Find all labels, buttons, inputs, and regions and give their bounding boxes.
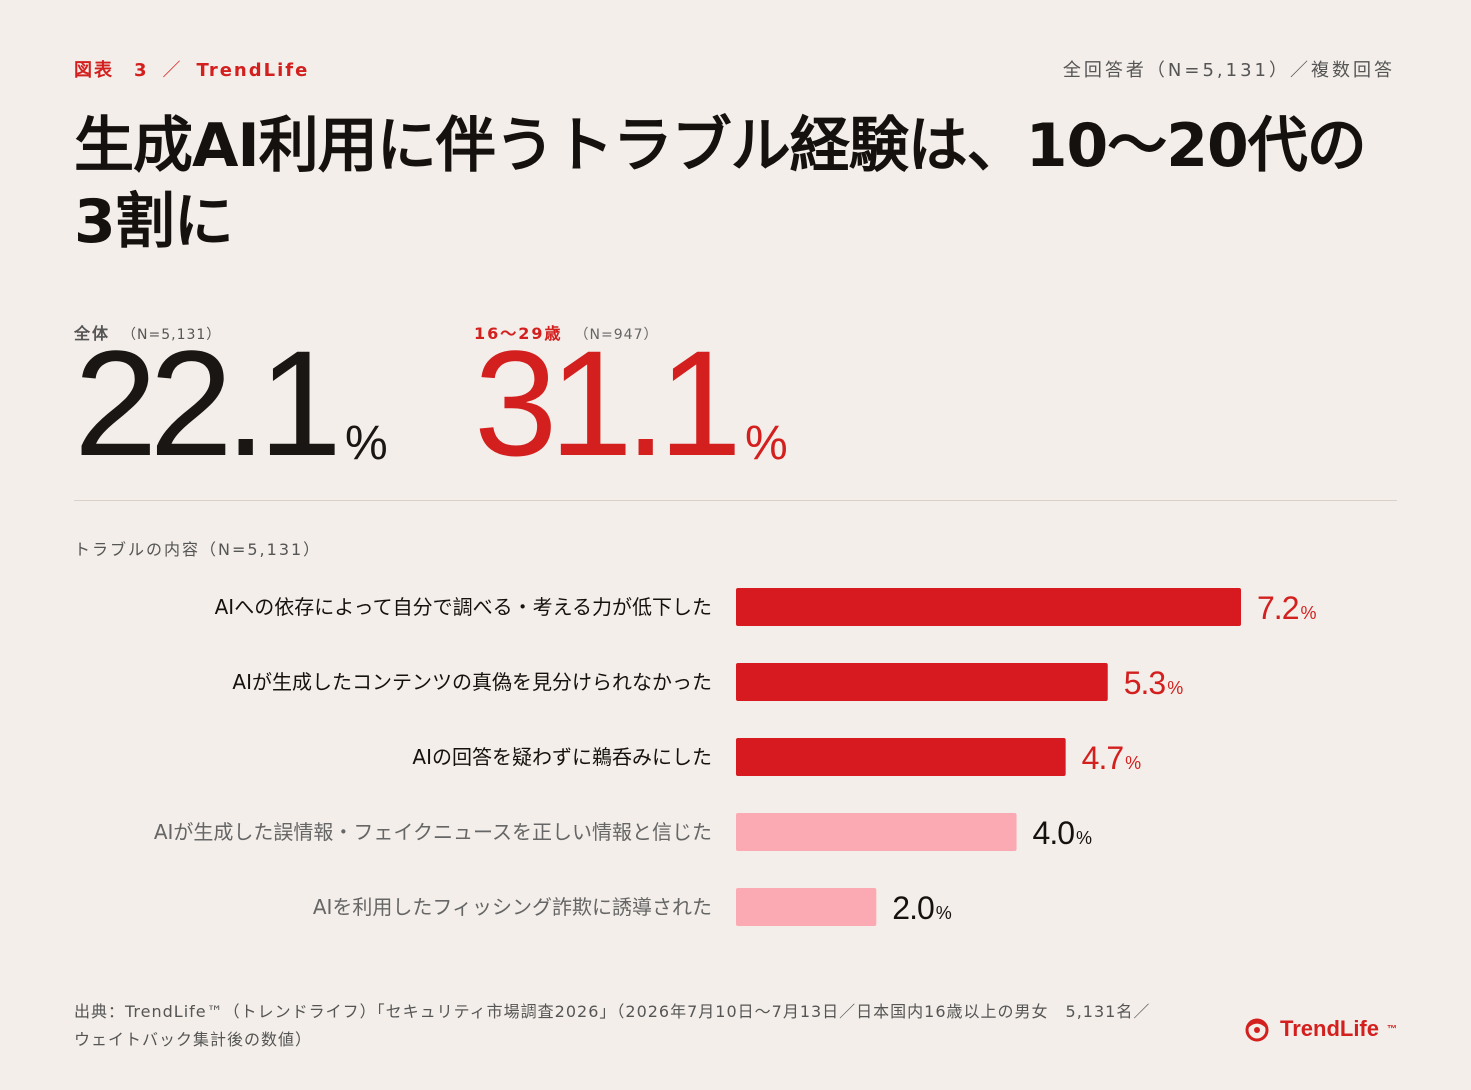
overall-label-text: 全体 — [74, 324, 111, 343]
respondents-note: 全回答者（N=5,131）／複数回答 — [1062, 60, 1395, 81]
youth-label: 16〜29歳 （N=947） — [474, 320, 658, 344]
section-divider — [74, 500, 1397, 501]
figure-label: 図表 3 ／ TrendLife — [74, 56, 309, 82]
bar-value-label: 7.2% — [1257, 590, 1317, 626]
bar — [736, 663, 1108, 701]
brand-tm: ™ — [1387, 1023, 1397, 1035]
overall-value: 22.1 — [74, 319, 342, 487]
bar-category-label: AIが生成したコンテンツの真偽を見分けられなかった — [232, 670, 712, 694]
youth-label-text: 16〜29歳 — [474, 324, 563, 343]
bar — [736, 588, 1241, 626]
brand-footer: TrendLife ™ — [1242, 1016, 1397, 1042]
figure-brand: TrendLife — [196, 60, 310, 81]
bar-chart: AIへの依存によって自分で調べる・考える力が低下した 7.2 % AIが生成したコンテ… — [154, 588, 1317, 926]
bar-value-label: 4.0% — [1033, 815, 1093, 851]
trendlife-logo-icon — [1245, 1018, 1269, 1042]
figure-number: 図表 3 — [74, 60, 149, 81]
title-line-1: 生成AI利用に伴うトラブル経験は、10〜20代の — [74, 111, 1367, 181]
overall-unit: % — [345, 417, 388, 470]
source-note: 出典：TrendLife™（トレンドライフ）「セキュリティ市場調査2026」（2… — [74, 998, 1174, 1054]
overall-n: （N=5,131） — [122, 327, 222, 343]
page-title: 生成AI利用に伴うトラブル経験は、10〜20代の 3割に — [74, 108, 1394, 260]
bar-value-label: 2.0% — [892, 890, 952, 926]
source-line-1: 出典：TrendLife™（トレンドライフ）「セキュリティ市場調査2026」（2… — [74, 1002, 1151, 1021]
figure-separator: ／ — [162, 60, 183, 81]
brand-name: TrendLife — [1279, 1016, 1379, 1041]
youth-unit: % — [745, 417, 788, 470]
bar-category-label: AIを利用したフィッシング詐欺に誘導された — [313, 895, 712, 919]
bar-category-label: AIが生成した誤情報・フェイクニュースを正しい情報と信じた — [154, 820, 712, 844]
bar-value-label: 4.7% — [1082, 740, 1142, 776]
source-line-2: ウェイトバック集計後の数値） — [74, 1030, 313, 1049]
overall-label: 全体 （N=5,131） — [74, 320, 221, 344]
bar-value-label: 5.3% — [1124, 665, 1184, 701]
bar — [736, 888, 877, 926]
bar — [736, 738, 1066, 776]
bar — [736, 813, 1017, 851]
title-line-2: 3割に — [74, 187, 234, 257]
youth-n: （N=947） — [574, 327, 659, 343]
chart-subtitle: トラブルの内容（N=5,131） — [74, 540, 322, 559]
bar-category-label: AIへの依存によって自分で調べる・考える力が低下した — [215, 595, 712, 619]
youth-value: 31.1 — [474, 319, 742, 487]
bar-category-label: AIの回答を疑わずに鵜呑みにした — [412, 745, 712, 769]
